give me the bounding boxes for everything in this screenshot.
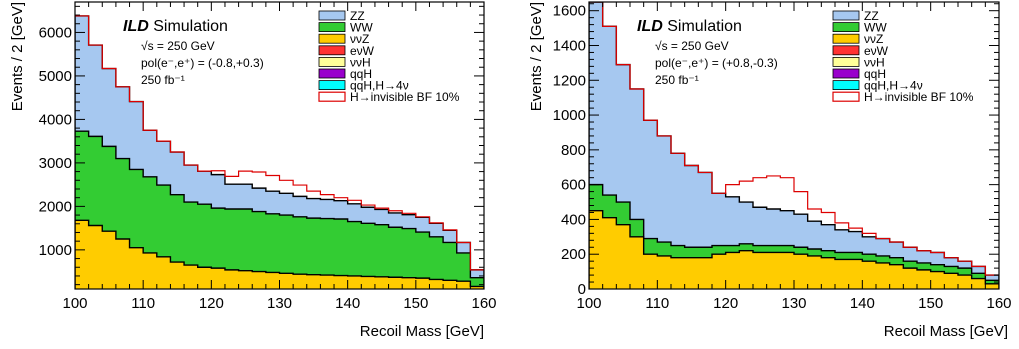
legend-entry-label: qqH,H→4ν xyxy=(350,79,409,93)
right-panel: 100 110 120 130 140 150 160 Recoil Mass [GeV] 0 2… xyxy=(528,1,1012,340)
x-tick-label: 110 xyxy=(131,295,155,312)
y-axis: 1000 2000 3000 4000 5000 6000 Events / 2 [GeV] xyxy=(9,2,484,286)
annotation-luminosity: 250 fb⁻¹ xyxy=(655,73,699,87)
legend-entry-label: ZZ xyxy=(864,9,879,23)
legend-entry-label: qqH xyxy=(864,67,886,81)
y-tick-label: 5000 xyxy=(39,68,72,85)
legend-swatch xyxy=(832,68,860,79)
y-tick-label: 1000 xyxy=(39,242,72,259)
legend-entry-label: WW xyxy=(350,21,373,35)
plot-area xyxy=(589,2,999,289)
legend-entry-label: eνW xyxy=(350,44,375,58)
legend-entry-label: WW xyxy=(864,21,887,35)
series-signal-line xyxy=(589,2,999,276)
legend-entry-label: ννZ xyxy=(350,32,369,46)
annotation-polarization: pol(e⁻,e⁺) = (+0.8,-0.3) xyxy=(655,56,778,70)
y-tick-label: 200 xyxy=(561,246,586,263)
legend-swatch xyxy=(318,10,346,21)
legend-swatch xyxy=(832,45,860,56)
y-axis-title: Events / 2 [GeV] xyxy=(9,2,26,111)
x-tick-label: 120 xyxy=(713,295,738,312)
annotation: ILD Simulation √s = 250 GeV pol(e⁻,e⁺) = (… xyxy=(123,18,264,87)
x-tick-label: 100 xyxy=(62,295,87,312)
x-axis-title: Recoil Mass [GeV] xyxy=(884,323,1008,340)
legend-swatch xyxy=(318,45,346,56)
y-tick-label: 0 xyxy=(578,281,586,298)
x-tick-label: 130 xyxy=(781,295,806,312)
series-ww-stack xyxy=(75,130,484,289)
legend-swatch xyxy=(832,57,860,67)
y-tick-label: 600 xyxy=(561,177,586,194)
series-nnz-stack xyxy=(75,219,484,289)
y-tick-label: 2000 xyxy=(39,198,72,215)
legend-entry-label: ννZ xyxy=(864,32,883,46)
annotation-energy: √s = 250 GeV xyxy=(141,39,215,53)
legend-swatch xyxy=(832,22,860,33)
annotation-energy: √s = 250 GeV xyxy=(655,39,729,53)
series-nnz-stack xyxy=(589,210,999,289)
legend-swatch xyxy=(318,22,346,33)
x-tick-label: 140 xyxy=(850,295,875,312)
y-tick-label: 6000 xyxy=(39,24,72,41)
simulation-label: Simulation xyxy=(663,18,742,35)
y-tick-label: 400 xyxy=(561,211,586,228)
experiment-name: ILD xyxy=(637,18,663,35)
annotation-title: ILD Simulation xyxy=(637,18,742,35)
y-tick-label: 1400 xyxy=(553,37,586,54)
legend-entry-label: qqH xyxy=(350,67,372,81)
annotation-title: ILD Simulation xyxy=(123,18,228,35)
simulation-label: Simulation xyxy=(149,18,228,35)
annotation: ILD Simulation √s = 250 GeV pol(e⁻,e⁺) = (… xyxy=(637,18,778,87)
x-tick-label: 150 xyxy=(918,295,943,312)
experiment-name: ILD xyxy=(123,18,149,35)
y-tick-label: 4000 xyxy=(39,111,72,128)
legend-swatch xyxy=(318,80,346,90)
legend-entry-label: ννH xyxy=(350,55,371,69)
x-tick-label: 110 xyxy=(645,295,669,312)
y-tick-label: 800 xyxy=(561,142,586,159)
x-tick-label: 160 xyxy=(986,295,1011,312)
x-axis: 100 110 120 130 140 150 160 Recoil Mass [GeV] xyxy=(62,2,497,340)
y-axis-title: Events / 2 [GeV] xyxy=(528,2,545,111)
y-tick-label: 3000 xyxy=(39,155,72,172)
legend-entry-label: ZZ xyxy=(350,9,365,23)
x-tick-label: 150 xyxy=(403,295,428,312)
legend-swatch xyxy=(318,91,346,102)
x-tick-label: 140 xyxy=(335,295,360,312)
x-tick-label: 160 xyxy=(471,295,496,312)
legend-swatch xyxy=(318,68,346,79)
annotation-polarization: pol(e⁻,e⁺) = (-0.8,+0.3) xyxy=(141,56,264,70)
legend-entry-label: ννH xyxy=(864,55,885,69)
y-axis: 0 200 400 600 800 1000 1200 1400 1600 Events / 2 … xyxy=(528,2,999,298)
x-axis: 100 110 120 130 140 150 160 Recoil Mass [GeV] xyxy=(576,2,1012,340)
legend-swatch xyxy=(832,80,860,90)
legend-entry-label: H→invisible BF 10% xyxy=(350,90,460,104)
plot-area xyxy=(75,15,484,289)
legend-swatch xyxy=(832,33,860,44)
annotation-luminosity: 250 fb⁻¹ xyxy=(141,73,185,87)
y-tick-label: 1200 xyxy=(553,72,586,89)
x-tick-label: 120 xyxy=(199,295,224,312)
x-tick-label: 100 xyxy=(576,295,601,312)
series-signal-line xyxy=(75,15,484,271)
legend-swatch xyxy=(832,91,860,102)
legend-entry-label: qqH,H→4ν xyxy=(864,79,923,93)
legend-swatch xyxy=(318,57,346,67)
legend-entry-label: H→invisible BF 10% xyxy=(864,90,974,104)
legend-swatch xyxy=(318,33,346,44)
legend-swatch xyxy=(832,10,860,21)
y-tick-label: 1000 xyxy=(553,107,586,124)
y-tick-label: 1600 xyxy=(553,3,586,20)
x-tick-label: 130 xyxy=(267,295,292,312)
x-axis-title: Recoil Mass [GeV] xyxy=(360,323,484,340)
legend-entry-label: eνW xyxy=(864,44,889,58)
